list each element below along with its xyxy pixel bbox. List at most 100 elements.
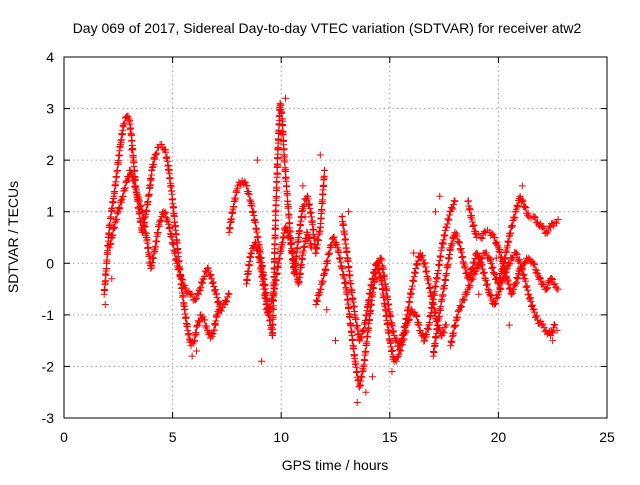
data-point [303,196,311,204]
data-point [188,291,196,299]
data-point [510,285,518,293]
data-point [101,277,109,285]
data-point [412,312,420,320]
data-point [506,284,514,292]
data-point [114,208,122,216]
data-point [492,300,500,308]
data-point [490,301,498,309]
data-point [139,208,147,216]
data-point [478,262,486,270]
data-point [454,313,462,321]
data-point [469,221,477,229]
data-point [308,244,316,252]
data-point [530,213,538,221]
data-point [539,223,547,231]
data-point [450,329,458,337]
data-point [488,296,496,304]
data-point [466,270,474,278]
data-point [420,260,428,268]
data-point [554,215,562,223]
data-point [478,261,486,269]
x-tick-label: 0 [60,429,68,445]
data-point [443,270,451,278]
data-point [206,272,214,280]
data-point [135,197,143,205]
data-point [495,284,503,292]
data-point [485,287,493,295]
series-track-b [106,166,233,315]
data-point [418,252,426,260]
data-point [296,270,304,278]
data-point [151,151,159,159]
data-point [500,274,508,282]
data-point [169,203,177,211]
data-point [318,206,326,214]
data-point [161,210,169,218]
data-point [175,264,183,272]
data-point [499,260,507,268]
data-point [524,209,532,217]
data-point [307,240,315,248]
data-point [246,196,254,204]
data-point [486,292,494,300]
data-point [410,249,418,257]
data-point [273,269,281,277]
data-point [533,266,541,274]
data-point [540,280,548,288]
data-point [460,295,468,303]
data-point [318,279,326,287]
data-point [109,231,117,239]
data-point [518,266,526,274]
data-point [289,248,297,256]
data-point [352,315,360,323]
data-point [305,234,313,242]
data-point [466,282,474,290]
y-tick-label: 0 [46,255,54,271]
x-axis-title: GPS time / hours [282,457,389,473]
data-point [457,303,465,311]
data-point [178,275,186,283]
data-point [514,275,522,283]
data-point [437,253,445,261]
data-point [502,268,510,276]
data-point [368,373,376,381]
data-point [472,250,480,258]
data-point [519,197,527,205]
data-point [375,269,383,277]
data-point [244,267,252,275]
data-point [522,277,530,285]
data-point [451,197,459,205]
data-point [455,238,463,246]
data-point [360,326,368,334]
data-point [513,201,521,209]
data-point [241,179,249,187]
data-point [498,253,506,261]
data-point [247,249,255,257]
x-tick-label: 15 [382,429,398,445]
data-point [553,219,561,227]
data-point [194,321,202,329]
data-point [479,265,487,273]
data-point [530,305,538,313]
data-point [269,312,277,320]
data-point [426,319,434,327]
data-point [544,227,552,235]
data-point [402,327,410,335]
data-point [525,294,533,302]
x-tick-label: 25 [599,429,615,445]
data-point [380,293,388,301]
data-point [284,204,292,212]
data-point [173,262,181,270]
data-point [160,208,168,216]
data-point [137,202,145,210]
data-point [272,193,280,201]
data-point [439,291,447,299]
data-point [398,340,406,348]
data-point [492,254,500,262]
data-point [118,198,126,206]
data-point [513,273,521,281]
data-point [402,328,410,336]
data-point [145,252,153,260]
data-point [550,321,558,329]
data-point [469,264,477,272]
